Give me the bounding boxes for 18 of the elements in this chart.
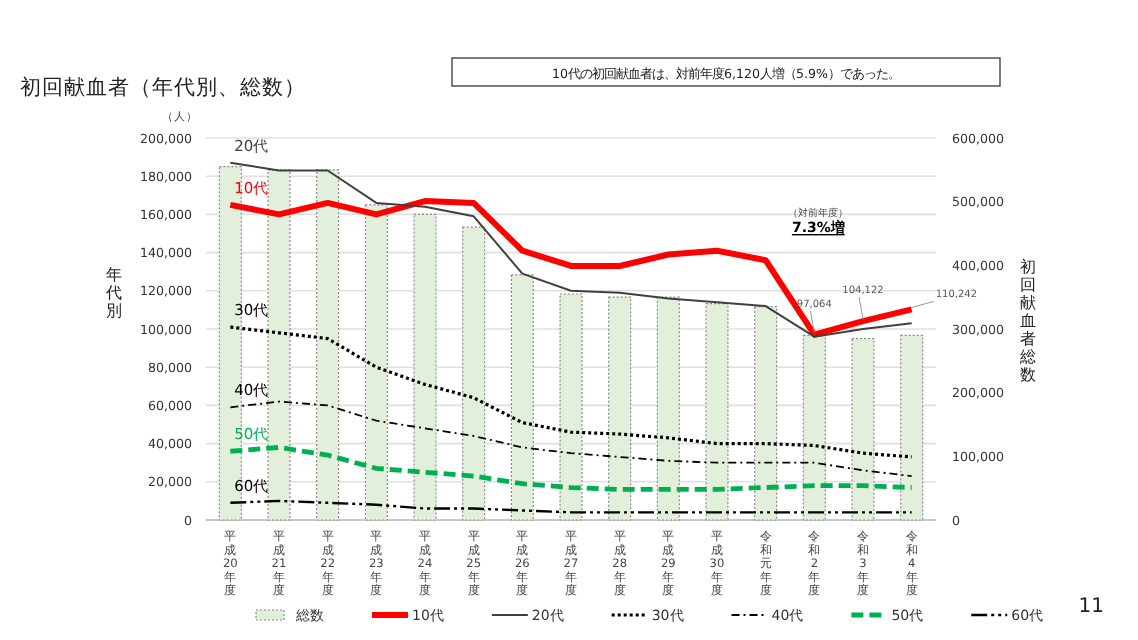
bar <box>462 226 486 521</box>
bar <box>510 274 534 521</box>
bar <box>802 334 826 521</box>
bar <box>705 302 729 521</box>
annotation: 11 <box>1078 596 1104 618</box>
bar <box>364 204 388 521</box>
bar <box>559 293 583 521</box>
bar <box>413 213 437 521</box>
y2label: 初回献血者総数 <box>1020 258 1036 384</box>
bar <box>754 306 778 521</box>
bar <box>316 169 340 521</box>
ylabel: 年代別 <box>106 266 122 320</box>
title: 初回献血者（年代別、総数） <box>20 76 306 100</box>
bar <box>267 169 291 521</box>
bar <box>608 296 632 521</box>
bar <box>656 296 680 521</box>
bar <box>851 337 875 521</box>
bar <box>900 334 924 521</box>
